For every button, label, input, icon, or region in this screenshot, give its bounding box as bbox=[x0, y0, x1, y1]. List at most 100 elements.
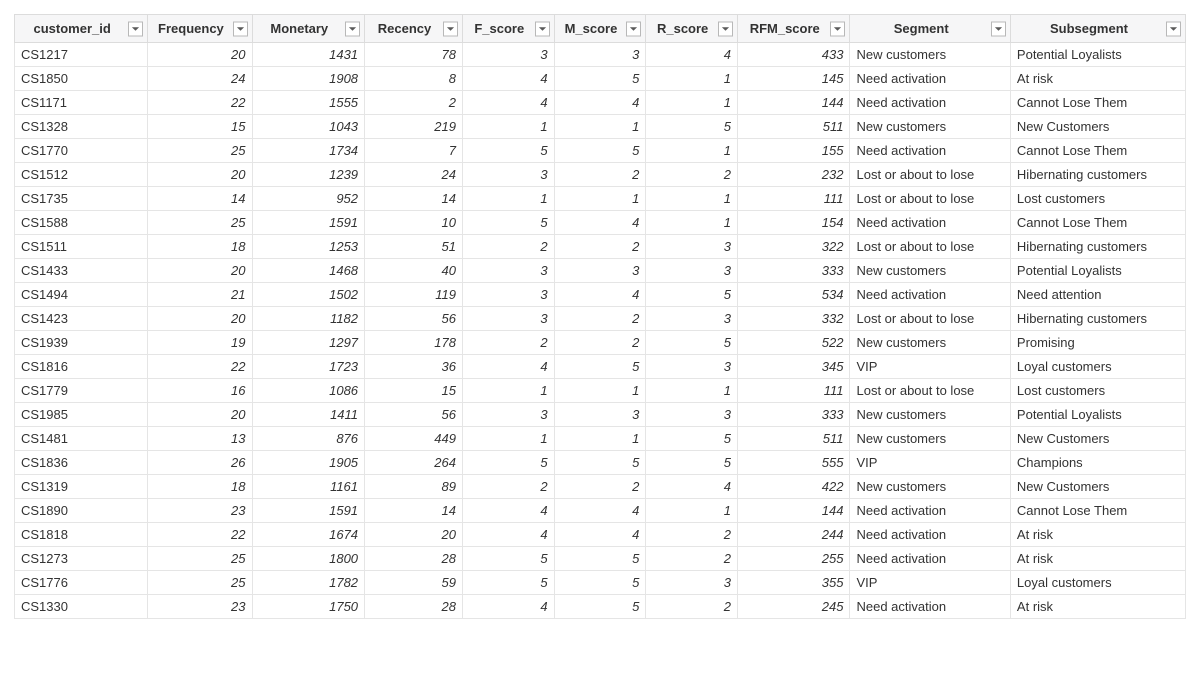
cell-rfm_score: 111 bbox=[737, 379, 850, 403]
cell-frequency: 22 bbox=[148, 523, 252, 547]
column-header-monetary[interactable]: Monetary bbox=[252, 15, 365, 43]
cell-subsegment: Loyal customers bbox=[1010, 355, 1185, 379]
table-row[interactable]: CS177625178259553355VIPLoyal customers bbox=[15, 571, 1186, 595]
cell-subsegment: Cannot Lose Them bbox=[1010, 211, 1185, 235]
cell-r_score: 1 bbox=[646, 187, 738, 211]
table-row[interactable]: CS198520141156333333New customersPotenti… bbox=[15, 403, 1186, 427]
cell-m_score: 3 bbox=[554, 43, 646, 67]
table-row[interactable]: CS181822167420442244Need activationAt ri… bbox=[15, 523, 1186, 547]
rfm-table: customer_id FrequencyMonetaryRecencyF_sco… bbox=[14, 14, 1186, 619]
cell-subsegment: Champions bbox=[1010, 451, 1185, 475]
cell-monetary: 1043 bbox=[252, 115, 365, 139]
cell-m_score: 1 bbox=[554, 379, 646, 403]
cell-recency: 20 bbox=[365, 523, 463, 547]
filter-button-rfm_score[interactable] bbox=[830, 21, 845, 36]
cell-f_score: 4 bbox=[462, 67, 554, 91]
filter-button-frequency[interactable] bbox=[233, 21, 248, 36]
table-row[interactable]: CS133023175028452245Need activationAt ri… bbox=[15, 595, 1186, 619]
table-row[interactable]: CS11712215552441144Need activationCannot… bbox=[15, 91, 1186, 115]
table-row[interactable]: CS1836261905264555555VIPChampions bbox=[15, 451, 1186, 475]
filter-button-segment[interactable] bbox=[991, 21, 1006, 36]
table-row[interactable]: CS181622172336453345VIPLoyal customers bbox=[15, 355, 1186, 379]
cell-r_score: 3 bbox=[646, 307, 738, 331]
column-header-m_score[interactable]: M_score bbox=[554, 15, 646, 43]
table-row[interactable]: CS17351495214111111Lost or about to lose… bbox=[15, 187, 1186, 211]
cell-segment: Need activation bbox=[850, 139, 1010, 163]
column-header-r_score[interactable]: R_score bbox=[646, 15, 738, 43]
cell-monetary: 1161 bbox=[252, 475, 365, 499]
cell-f_score: 1 bbox=[462, 187, 554, 211]
cell-frequency: 25 bbox=[148, 547, 252, 571]
table-row[interactable]: CS1328151043219115511New customersNew Cu… bbox=[15, 115, 1186, 139]
filter-button-recency[interactable] bbox=[443, 21, 458, 36]
cell-frequency: 20 bbox=[148, 403, 252, 427]
table-row[interactable]: CS148113876449115511New customersNew Cus… bbox=[15, 427, 1186, 451]
cell-r_score: 3 bbox=[646, 571, 738, 595]
cell-subsegment: Hibernating customers bbox=[1010, 307, 1185, 331]
column-header-f_score[interactable]: F_score bbox=[462, 15, 554, 43]
cell-subsegment: Potential Loyalists bbox=[1010, 403, 1185, 427]
cell-r_score: 5 bbox=[646, 427, 738, 451]
cell-m_score: 2 bbox=[554, 235, 646, 259]
table-row[interactable]: CS142320118256323332Lost or about to los… bbox=[15, 307, 1186, 331]
table-row[interactable]: CS127325180028552255Need activationAt ri… bbox=[15, 547, 1186, 571]
cell-monetary: 1591 bbox=[252, 499, 365, 523]
table-row[interactable]: CS131918116189224422New customersNew Cus… bbox=[15, 475, 1186, 499]
cell-frequency: 23 bbox=[148, 499, 252, 523]
filter-button-customer_id[interactable] bbox=[128, 21, 143, 36]
cell-customer_id: CS1816 bbox=[15, 355, 148, 379]
table-row[interactable]: CS17702517347551155Need activationCannot… bbox=[15, 139, 1186, 163]
cell-m_score: 2 bbox=[554, 331, 646, 355]
table-row[interactable]: CS177916108615111111Lost or about to los… bbox=[15, 379, 1186, 403]
cell-rfm_score: 244 bbox=[737, 523, 850, 547]
table-row[interactable]: CS143320146840333333New customersPotenti… bbox=[15, 259, 1186, 283]
cell-segment: New customers bbox=[850, 331, 1010, 355]
cell-m_score: 4 bbox=[554, 283, 646, 307]
cell-monetary: 1908 bbox=[252, 67, 365, 91]
column-header-segment[interactable]: Segment bbox=[850, 15, 1010, 43]
table-row[interactable]: CS189023159114441144Need activationCanno… bbox=[15, 499, 1186, 523]
cell-segment: Need activation bbox=[850, 595, 1010, 619]
cell-frequency: 26 bbox=[148, 451, 252, 475]
filter-button-monetary[interactable] bbox=[345, 21, 360, 36]
table-row[interactable]: CS1494211502119345534Need activationNeed… bbox=[15, 283, 1186, 307]
filter-button-r_score[interactable] bbox=[718, 21, 733, 36]
column-header-frequency[interactable]: Frequency bbox=[148, 15, 252, 43]
cell-f_score: 3 bbox=[462, 43, 554, 67]
cell-customer_id: CS1171 bbox=[15, 91, 148, 115]
table-row[interactable]: CS18502419088451145Need activationAt ris… bbox=[15, 67, 1186, 91]
column-header-rfm_score[interactable]: RFM_score bbox=[737, 15, 850, 43]
column-header-subsegment[interactable]: Subsegment bbox=[1010, 15, 1185, 43]
cell-rfm_score: 422 bbox=[737, 475, 850, 499]
table-row[interactable]: CS151118125351223322Lost or about to los… bbox=[15, 235, 1186, 259]
table-row[interactable]: CS151220123924322232Lost or about to los… bbox=[15, 163, 1186, 187]
cell-subsegment: Cannot Lose Them bbox=[1010, 91, 1185, 115]
cell-subsegment: Lost customers bbox=[1010, 187, 1185, 211]
column-header-customer_id[interactable]: customer_id bbox=[15, 15, 148, 43]
table-row[interactable]: CS1939191297178225522New customersPromis… bbox=[15, 331, 1186, 355]
cell-r_score: 5 bbox=[646, 331, 738, 355]
cell-subsegment: Potential Loyalists bbox=[1010, 43, 1185, 67]
cell-rfm_score: 511 bbox=[737, 427, 850, 451]
cell-m_score: 4 bbox=[554, 211, 646, 235]
cell-customer_id: CS1770 bbox=[15, 139, 148, 163]
cell-r_score: 2 bbox=[646, 595, 738, 619]
filter-button-m_score[interactable] bbox=[626, 21, 641, 36]
column-header-label: customer_id bbox=[34, 21, 129, 36]
cell-f_score: 4 bbox=[462, 499, 554, 523]
cell-r_score: 1 bbox=[646, 211, 738, 235]
table-row[interactable]: CS121720143178334433New customersPotenti… bbox=[15, 43, 1186, 67]
column-header-recency[interactable]: Recency bbox=[365, 15, 463, 43]
cell-f_score: 1 bbox=[462, 115, 554, 139]
filter-button-subsegment[interactable] bbox=[1166, 21, 1181, 36]
cell-segment: VIP bbox=[850, 451, 1010, 475]
cell-monetary: 1086 bbox=[252, 379, 365, 403]
cell-monetary: 1555 bbox=[252, 91, 365, 115]
cell-frequency: 25 bbox=[148, 211, 252, 235]
cell-monetary: 1782 bbox=[252, 571, 365, 595]
table-row[interactable]: CS158825159110541154Need activationCanno… bbox=[15, 211, 1186, 235]
cell-r_score: 1 bbox=[646, 91, 738, 115]
filter-button-f_score[interactable] bbox=[535, 21, 550, 36]
cell-frequency: 13 bbox=[148, 427, 252, 451]
cell-m_score: 5 bbox=[554, 355, 646, 379]
